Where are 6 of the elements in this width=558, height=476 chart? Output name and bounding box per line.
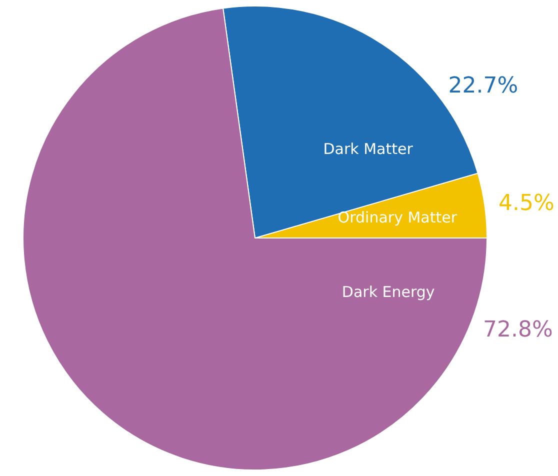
data-label: 4.5%: [498, 190, 554, 216]
slice-label: Dark Energy: [342, 282, 435, 301]
slice-label: Ordinary Matter: [338, 208, 458, 227]
slice-label: Dark Matter: [323, 140, 414, 158]
data-label: 22.7%: [448, 73, 518, 98]
data-label: 72.8%: [483, 318, 553, 343]
